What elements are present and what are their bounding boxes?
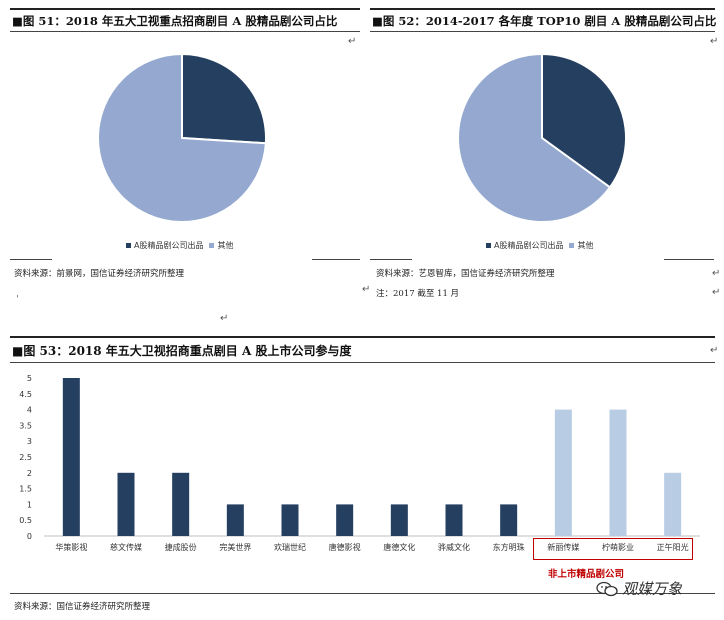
y-tick-label: 4 (27, 406, 32, 415)
x-tick-label: 骅威文化 (438, 542, 470, 552)
fig51-legend: A股精品剧公司出品 其他 (120, 240, 233, 251)
fig52-title: ■图 52：2014-2017 各年度 TOP10 剧目 A 股精品剧公司占比 (372, 14, 717, 28)
fig53-bar-chart: 0 0.5 1 1.5 2 2.5 3 3.5 4 4.5 5 华策影视 慈文传媒 捷成股份 完美世界 欢瑞世… (19, 374, 700, 552)
fig53-source: 资料来源：国信证券经济研究所整理 (14, 602, 151, 612)
fig53-top-rule (10, 336, 715, 338)
x-tick-label: 东方明珠 (493, 542, 525, 552)
fig52-top-rule (370, 8, 715, 10)
fig51-pie-chart (97, 52, 267, 223)
fig51-bottom-rule-left (10, 259, 52, 260)
fig53-title-text: 图 53：2018 年五大卫视招商重点剧目 A 股上市公司参与度 (23, 344, 352, 358)
y-tick-label: 1.5 (19, 485, 32, 494)
return-mark: ↵ (712, 268, 721, 279)
fig53-title: ■图 53：2018 年五大卫视招商重点剧目 A 股上市公司参与度 (12, 344, 352, 358)
fig51-pie-slice-0 (181, 52, 267, 145)
bar-3 (226, 504, 244, 536)
legend-swatch-other (569, 243, 575, 248)
fig51-title-rule (10, 31, 360, 32)
x-tick-label: 唐德影视 (329, 542, 361, 552)
y-tick-label: 2.5 (19, 453, 32, 462)
x-tick-label: 华策影视 (55, 542, 87, 552)
x-tick-label: 完美世界 (219, 542, 251, 552)
wechat-icon (596, 581, 618, 596)
fig52-source-text: 资料来源：艺恩智库，国信证券经济研究所整理 (376, 269, 555, 279)
non-listed-annotation: 非上市精品剧公司 (548, 569, 625, 580)
bar-2 (172, 472, 190, 536)
bar-8 (500, 504, 518, 536)
bar-5 (336, 504, 354, 536)
return-mark: ↵ (348, 36, 357, 47)
return-mark: ↵ (362, 284, 371, 295)
y-tick-label: 1 (27, 500, 32, 509)
y-tick-label: 0 (27, 532, 32, 541)
fig51-title-text: 图 51：2018 年五大卫视重点招商剧目 A 股精品剧公司占比 (22, 14, 338, 28)
fig51-title: ■图 51：2018 年五大卫视重点招商剧目 A 股精品剧公司占比 (12, 14, 338, 28)
y-tick-label: 5 (27, 374, 32, 383)
x-tick-label: 柠萌影业 (602, 542, 634, 552)
bar-0 (62, 378, 80, 536)
fig52-title-text: 图 52：2014-2017 各年度 TOP10 剧目 A 股精品剧公司占比 (382, 14, 717, 28)
fig51-pie-slice-1 (97, 52, 267, 223)
bar-6 (390, 504, 408, 536)
y-tick-label: 3 (27, 437, 32, 446)
fig52-pie-slice-0 (541, 52, 627, 189)
bar-7 (445, 504, 463, 536)
fig52-pie-slice-1 (457, 52, 612, 223)
x-tick-label: 慈文传媒 (110, 542, 142, 552)
bar-1 (117, 472, 135, 536)
y-tick-label: 2 (27, 469, 32, 478)
bar-10 (609, 409, 627, 536)
x-tick-label: 正午阳光 (657, 542, 689, 552)
fig53-title-rule (10, 362, 715, 363)
x-tick-label: 新丽传媒 (547, 542, 579, 552)
non-listed-highlight-box (533, 538, 693, 560)
legend-label-a: A股精品剧公司出品 (134, 241, 204, 250)
fig52-note: 注：2017 截至 11 月 (376, 289, 460, 299)
y-tick-label: 3.5 (19, 421, 32, 430)
bar-9 (554, 409, 572, 536)
legend-swatch-a (486, 243, 491, 248)
x-tick-label: 唐德文化 (383, 542, 415, 552)
fig51-bottom-rule-right (312, 259, 360, 260)
legend-label-a: A股精品剧公司出品 (494, 241, 564, 250)
legend-label-other: 其他 (217, 241, 234, 250)
fig51-source: 资料来源：前景网，国信证券经济研究所整理 (14, 269, 185, 279)
return-mark: ↵ (712, 287, 721, 298)
watermark: 观媒万象 (596, 578, 682, 599)
legend-swatch-other (209, 243, 215, 248)
fig51-top-rule (10, 8, 360, 10)
x-tick-label: 捷成股份 (165, 542, 197, 552)
y-tick-label: 4.5 (19, 390, 32, 399)
fig52-legend: A股精品剧公司出品 其他 (480, 240, 593, 251)
return-mark: ↵ (710, 345, 719, 356)
legend-swatch-a (126, 243, 131, 248)
return-mark: ↵ (710, 36, 719, 47)
legend-label-other: 其他 (577, 241, 594, 250)
fig53-bottom-rule (10, 593, 715, 594)
bar-11 (664, 472, 682, 536)
return-mark: ˌ (16, 288, 19, 299)
fig52-title-rule (370, 31, 715, 32)
fig52-bottom-rule-left (370, 259, 412, 260)
y-tick-label: 0.5 (19, 516, 32, 525)
bar-4 (281, 504, 299, 536)
fig52-source: 资料来源：艺恩智库，国信证券经济研究所整理 (376, 267, 555, 279)
watermark-text: 观媒万象 (622, 580, 683, 598)
return-mark: ↵ (220, 313, 229, 324)
x-tick-label: 欢瑞世纪 (274, 542, 306, 552)
fig52-bottom-rule-right (664, 259, 714, 260)
fig52-pie-chart (457, 52, 627, 223)
